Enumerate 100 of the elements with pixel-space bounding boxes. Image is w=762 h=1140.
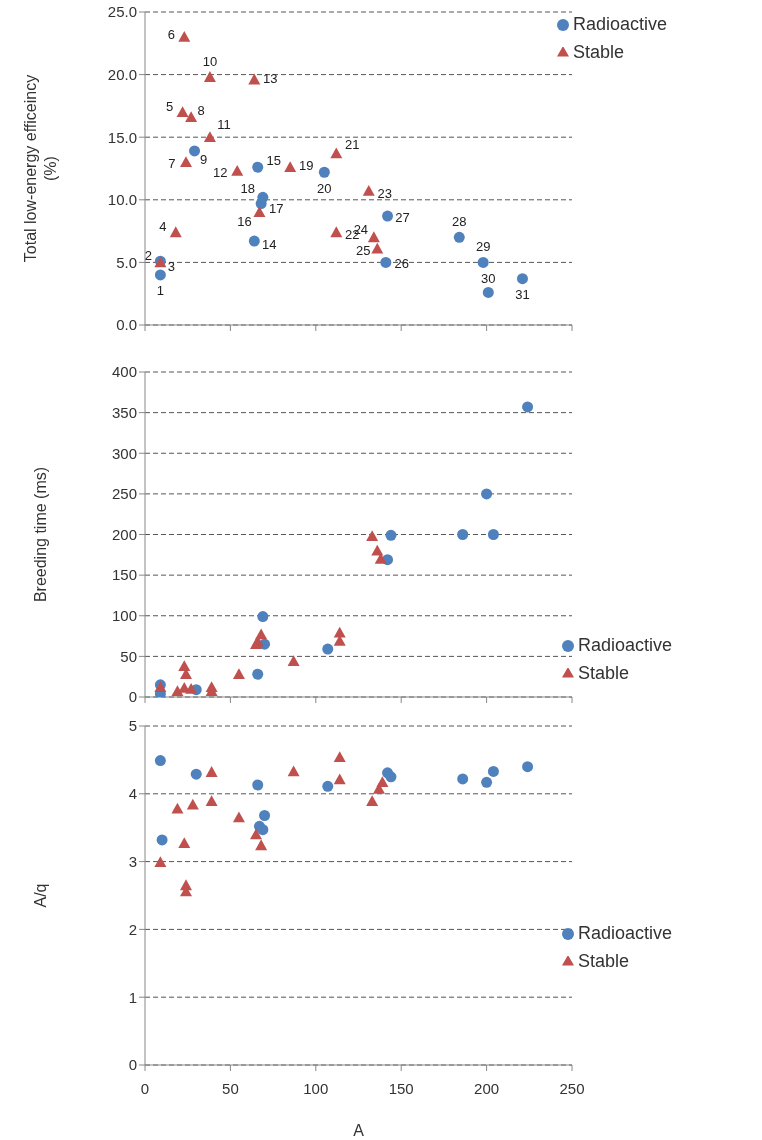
- point: [232, 668, 245, 680]
- point: [481, 776, 493, 788]
- point: [176, 106, 189, 117]
- annotation: 4: [159, 218, 167, 234]
- annotation: 3: [167, 258, 175, 274]
- point: [252, 161, 264, 173]
- point: [482, 286, 494, 298]
- point: [371, 242, 384, 254]
- y-tick-label: 15.0: [107, 128, 137, 146]
- point: [255, 628, 268, 640]
- point: [156, 834, 168, 846]
- point: [255, 839, 268, 851]
- annotation: 11: [217, 116, 231, 132]
- x-tick-label: 250: [559, 1079, 585, 1097]
- legend-label: Radioactive: [578, 635, 673, 655]
- point: [487, 765, 499, 777]
- point: [318, 166, 330, 178]
- annotation: 14: [262, 236, 277, 252]
- point: [185, 111, 198, 122]
- y-tick-label: 2: [128, 920, 137, 938]
- point: [252, 668, 264, 680]
- point: [322, 780, 334, 792]
- point: [330, 226, 343, 238]
- y-axis-title: Total low-energy efficeincy (%): [22, 74, 59, 263]
- annotation: 17: [268, 201, 284, 217]
- legend-label: Stable: [578, 663, 630, 683]
- x-tick-label: 150: [388, 1079, 414, 1097]
- point: [179, 156, 192, 168]
- annotation: 29: [475, 238, 491, 254]
- annotation: 19: [298, 157, 314, 173]
- annotation: 28: [452, 213, 467, 229]
- y-axis-title: A/q: [32, 883, 49, 908]
- y-tick-label: 10.0: [107, 191, 137, 209]
- point: [333, 751, 346, 762]
- point: [322, 643, 334, 655]
- annotation: 9: [199, 152, 208, 168]
- annotation: 10: [202, 53, 218, 69]
- point: [371, 544, 384, 556]
- x-tick-label: 200: [474, 1079, 500, 1097]
- point: [333, 773, 346, 785]
- y-tick-label: 3: [128, 852, 137, 870]
- point: [477, 256, 489, 268]
- point: [287, 655, 300, 667]
- point: [186, 798, 199, 810]
- annotation: 21: [345, 136, 360, 152]
- point: [366, 795, 379, 807]
- point: [203, 71, 216, 82]
- annotation: 13: [263, 71, 278, 87]
- point: [522, 401, 534, 413]
- y-tick-label: 200: [111, 525, 137, 543]
- point: [259, 810, 271, 821]
- annotation: 8: [197, 102, 205, 118]
- point: [366, 530, 379, 541]
- point: [178, 837, 191, 849]
- y-tick-label: 0: [128, 1056, 137, 1074]
- annotation: 26: [394, 255, 410, 271]
- point: [190, 768, 202, 780]
- y-tick-label: 50: [120, 647, 137, 665]
- y-tick-label: 100: [111, 607, 137, 625]
- point: [257, 824, 269, 836]
- y-tick-label: 0.0: [116, 316, 137, 334]
- point: [333, 626, 346, 638]
- annotation: 15: [266, 152, 281, 168]
- point: [481, 488, 493, 500]
- annotation: 12: [213, 164, 228, 180]
- point: [154, 269, 166, 281]
- point: [248, 73, 261, 85]
- point: [189, 145, 201, 157]
- y-axis-title: Breeding time (ms): [32, 466, 49, 603]
- point: [171, 802, 184, 814]
- point: [330, 147, 343, 159]
- point: [382, 210, 394, 222]
- y-tick-label: 0: [128, 688, 137, 706]
- point: [287, 765, 300, 777]
- annotation: 23: [377, 185, 392, 201]
- point: [232, 811, 245, 823]
- y-tick-label: 400: [111, 363, 137, 381]
- point: [178, 660, 191, 671]
- y-tick-label: 25.0: [107, 3, 137, 21]
- y-tick-label: 1: [128, 988, 137, 1006]
- annotation: 27: [395, 209, 410, 225]
- annotation: 25: [356, 243, 371, 259]
- annotation: 20: [317, 180, 332, 196]
- point: [376, 776, 389, 788]
- point: [367, 231, 380, 243]
- y-tick-label: 5: [128, 717, 137, 735]
- point: [252, 779, 264, 791]
- point: [248, 235, 260, 247]
- x-tick-label: 50: [222, 1079, 239, 1097]
- x-tick-label: 100: [303, 1079, 329, 1097]
- point: [257, 191, 269, 203]
- point: [169, 226, 182, 238]
- annotation: 2: [144, 247, 152, 263]
- annotation: 31: [515, 287, 530, 303]
- point: [516, 273, 528, 285]
- point: [178, 31, 191, 42]
- point: [457, 773, 469, 785]
- point: [453, 231, 465, 243]
- point: [257, 611, 269, 623]
- y-tick-label: 350: [111, 403, 137, 421]
